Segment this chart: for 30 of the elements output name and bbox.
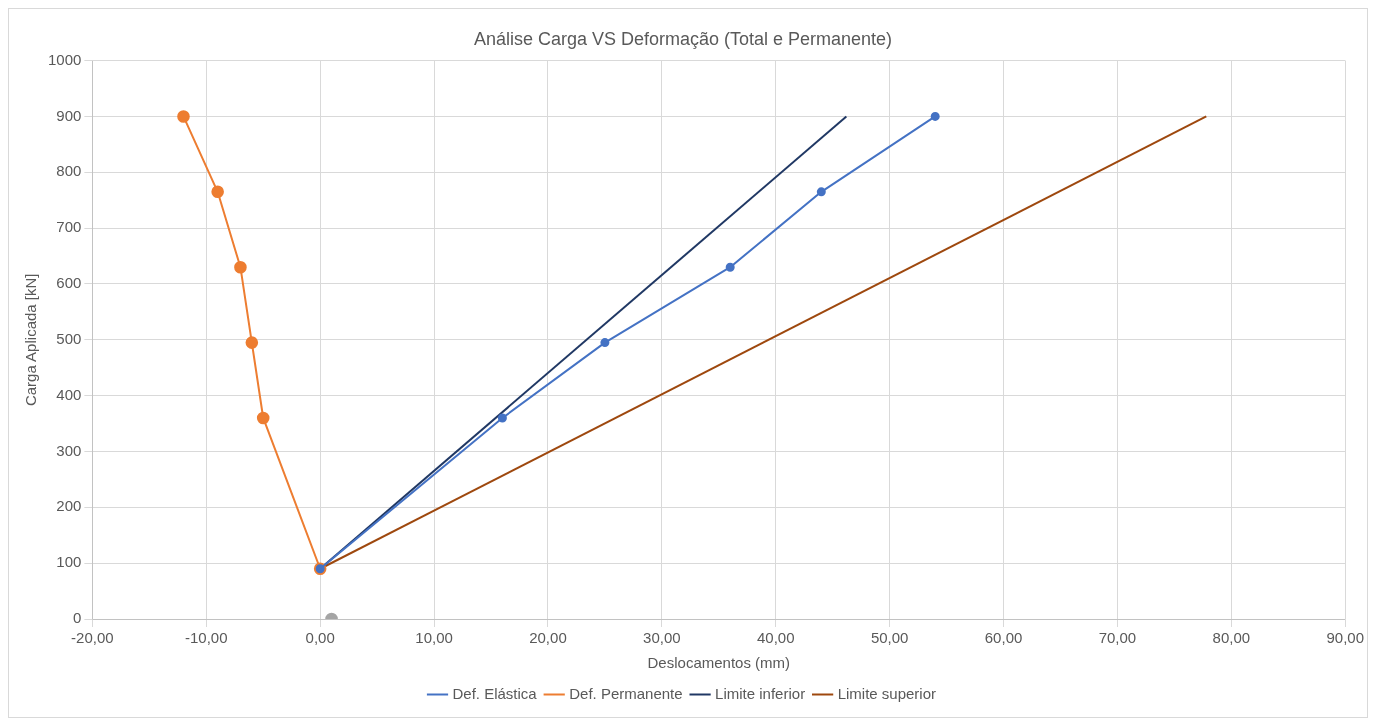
y-tick-label: 700 xyxy=(56,218,82,236)
y-tick-label: 300 xyxy=(56,441,82,459)
y-tick-label: 500 xyxy=(56,329,82,347)
y-tick-label: 400 xyxy=(56,385,82,403)
x-tick-label: -10,00 xyxy=(184,629,228,647)
x-axis-title: Deslocamentos (mm) xyxy=(647,654,791,672)
y-tick-label: 200 xyxy=(56,497,82,515)
y-tick-label: 600 xyxy=(56,274,82,292)
y-tick-label: 1000 xyxy=(47,50,82,68)
x-tick-label: 60,00 xyxy=(984,629,1023,647)
y-tick-label: 800 xyxy=(56,162,82,180)
x-tick-label: -20,00 xyxy=(71,629,114,647)
x-tick-label: 0,00 xyxy=(305,629,335,647)
y-tick-label: 0 xyxy=(73,609,82,627)
legend-label: Limite superior xyxy=(837,684,936,702)
x-tick-label: 90,00 xyxy=(1326,629,1365,647)
x-tick-label: 40,00 xyxy=(756,629,795,647)
legend-label: Def. Permanente xyxy=(569,684,683,702)
y-axis-title: Carga Aplicada [kN] xyxy=(22,273,40,407)
legend-label: Limite inferior xyxy=(715,684,806,702)
x-tick-label: 80,00 xyxy=(1212,629,1251,647)
x-tick-label: 30,00 xyxy=(643,629,681,647)
chart-title: Análise Carga VS Deformação (Total e Permanente) xyxy=(473,28,893,49)
legend-label: Def. Elástica xyxy=(452,684,538,702)
x-tick-label: 10,00 xyxy=(415,629,453,647)
y-tick-label: 900 xyxy=(56,106,82,124)
x-tick-label: 20,00 xyxy=(529,629,567,647)
y-tick-label: 100 xyxy=(56,553,82,571)
x-tick-label: 50,00 xyxy=(870,629,909,647)
x-tick-label: 70,00 xyxy=(1098,629,1137,647)
